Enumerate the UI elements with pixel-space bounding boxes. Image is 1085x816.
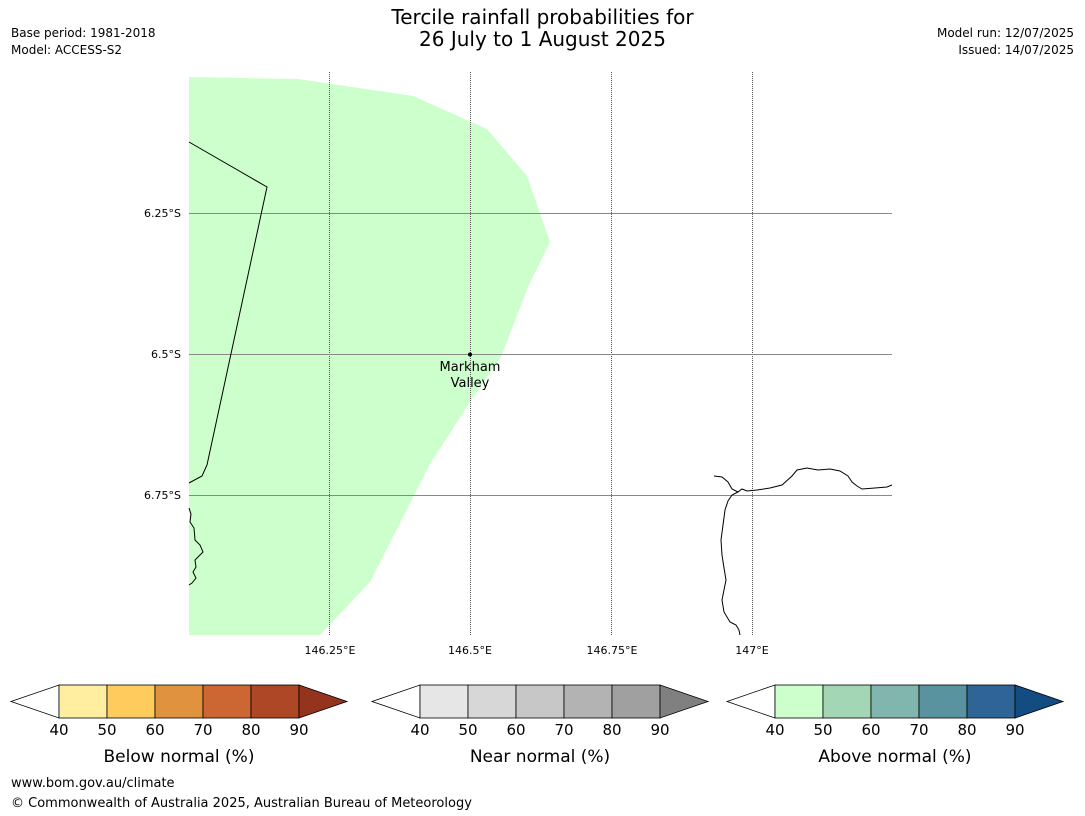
- near-normal-tick-90: 90: [650, 721, 669, 739]
- footer-copyright: © Commonwealth of Australia 2025, Austra…: [11, 796, 472, 811]
- above-normal-segment-3: [870, 684, 920, 719]
- lon-label-146-25: 146.25°E: [305, 644, 356, 657]
- above-normal-tick-50: 50: [813, 721, 832, 739]
- meta-left: Base period: 1981-2018 Model: ACCESS-S2: [11, 25, 156, 59]
- latitude-gridlines: [189, 213, 892, 496]
- model-run: Model run: 12/07/2025: [936, 26, 1074, 40]
- below-normal-segment-1: [58, 684, 108, 719]
- near-normal-tick-60: 60: [506, 721, 525, 739]
- district-boundary: [188, 141, 268, 484]
- markham-valley-marker: [468, 352, 472, 357]
- meta-right: Model run: 12/07/2025 Issued: 14/07/2025: [937, 25, 1074, 59]
- below-normal-tick-60: 60: [145, 721, 164, 739]
- above-normal-tick-80: 80: [957, 721, 976, 739]
- near-normal-segment-1: [419, 684, 469, 719]
- above-normal-label: Above normal (%): [818, 747, 971, 767]
- below-normal-tick-40: 40: [49, 721, 68, 739]
- issued-date: Issued: 14/07/2025: [958, 43, 1074, 57]
- below-normal-tick-80: 80: [241, 721, 260, 739]
- title-line-2: 26 July to 1 August 2025: [419, 27, 666, 51]
- coastline-east-south: [720, 491, 741, 636]
- above-normal-extend-high: [1014, 684, 1065, 719]
- map-title: Tercile rainfall probabilities for 26 Ju…: [0, 6, 1085, 50]
- near-normal-segment-3: [515, 684, 565, 719]
- coastline-east: [713, 467, 893, 493]
- above-normal-tick-40: 40: [765, 721, 784, 739]
- above-normal-tick-90: 90: [1005, 721, 1024, 739]
- lon-label-147: 147°E: [735, 644, 768, 657]
- place-label-line2: Valley: [451, 376, 490, 391]
- lat-label-6-5: 6.5°S: [151, 348, 181, 361]
- below-normal-segment-5: [250, 684, 300, 719]
- above-normal-colorbar: 40 50 60 70 80 90 Above normal (%): [725, 684, 1065, 767]
- model-name: Model: ACCESS-S2: [11, 43, 123, 57]
- title-line-1: Tercile rainfall probabilities for: [391, 5, 694, 29]
- near-normal-extend-high: [659, 684, 710, 719]
- base-period: Base period: 1981-2018: [11, 26, 156, 40]
- above-normal-extend-low: [725, 684, 776, 719]
- above-normal-segment-5: [966, 684, 1016, 719]
- lon-label-146-75: 146.75°E: [587, 644, 638, 657]
- below-normal-segment-3: [154, 684, 204, 719]
- near-normal-label: Near normal (%): [470, 747, 610, 767]
- below-normal-label: Below normal (%): [104, 747, 255, 767]
- near-normal-segment-2: [467, 684, 517, 719]
- footer-url: www.bom.gov.au/climate: [11, 776, 175, 791]
- near-normal-colorbar: 40 50 60 70 80 90 Near normal (%): [370, 684, 710, 767]
- lat-label-6-25: 6.25°S: [144, 207, 181, 220]
- above-normal-tick-60: 60: [861, 721, 880, 739]
- near-normal-tick-80: 80: [602, 721, 621, 739]
- below-normal-tick-90: 90: [289, 721, 308, 739]
- below-normal-segment-2: [106, 684, 156, 719]
- boundaries: [188, 141, 893, 636]
- lon-label-146-5: 146.5°E: [448, 644, 492, 657]
- above-normal-segment-2: [822, 684, 872, 719]
- above-normal-tick-70: 70: [909, 721, 928, 739]
- near-normal-tick-70: 70: [554, 721, 573, 739]
- near-normal-tick-40: 40: [410, 721, 429, 739]
- lat-label-6-75: 6.75°S: [144, 489, 181, 502]
- near-normal-segment-5: [611, 684, 661, 719]
- below-normal-extend-high: [298, 684, 349, 719]
- near-normal-segment-4: [563, 684, 613, 719]
- below-normal-tick-70: 70: [193, 721, 212, 739]
- below-normal-segment-4: [202, 684, 252, 719]
- above-normal-segment-1: [774, 684, 824, 719]
- near-normal-tick-50: 50: [458, 721, 477, 739]
- near-normal-extend-low: [370, 684, 421, 719]
- above-normal-segment-4: [918, 684, 968, 719]
- below-normal-colorbar: 40 50 60 70 80 90 Below normal (%): [9, 684, 349, 767]
- place-label-line1: Markham: [440, 360, 501, 375]
- coastline-west: [188, 507, 204, 586]
- below-normal-tick-50: 50: [97, 721, 116, 739]
- map-canvas: Markham Valley 6.25°S 6.5°S 6.75°S 146.2…: [144, 72, 893, 657]
- below-normal-extend-low: [9, 684, 60, 719]
